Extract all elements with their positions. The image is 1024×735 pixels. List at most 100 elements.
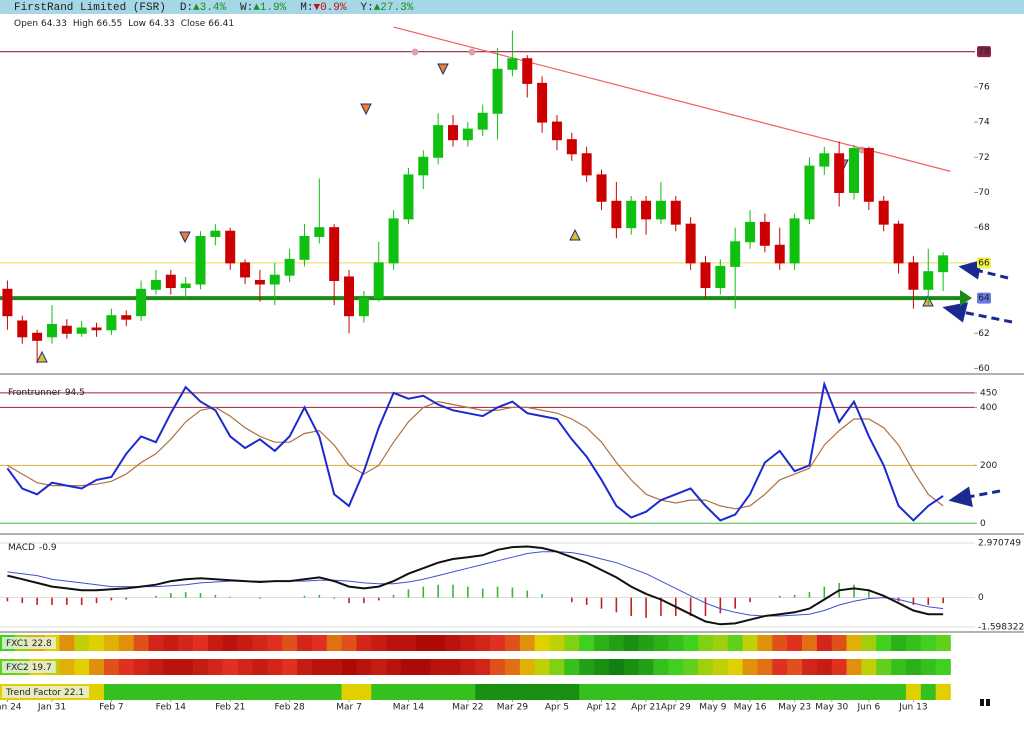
heat-cell: [727, 635, 743, 651]
heat-cell: [757, 684, 773, 700]
heat-cell: [356, 684, 372, 700]
heat-cell: [193, 684, 209, 700]
heat-cell: [89, 659, 105, 675]
heat-cell: [698, 684, 714, 700]
heat-cell: [772, 635, 788, 651]
heat-cell: [772, 684, 788, 700]
heat-cell: [549, 684, 565, 700]
candle-body: [834, 153, 845, 193]
heat-cell: [816, 659, 833, 675]
heat-cell: [222, 684, 238, 700]
heat-cell: [831, 684, 847, 700]
candle-body: [403, 174, 414, 220]
candle-body: [774, 244, 785, 264]
heat-cell: [905, 635, 922, 651]
heat-cell: [504, 635, 521, 651]
heat-cell: [490, 659, 506, 675]
heat-cell: [222, 659, 238, 675]
x-tick-label: Feb 7: [99, 703, 124, 713]
x-tick-label: Jan 31: [37, 703, 66, 713]
candle-body: [462, 128, 473, 141]
level-box: [977, 292, 991, 304]
y-tick-label: 70: [978, 188, 990, 198]
x-tick-label: May 23: [778, 703, 811, 713]
candle-body: [195, 235, 206, 285]
candle-body: [418, 156, 429, 176]
heat-cell: [802, 684, 818, 700]
strip-value: 22.1: [64, 688, 84, 698]
heat-cell: [564, 659, 580, 675]
heat-cell: [698, 635, 714, 651]
heat-cell: [163, 635, 179, 651]
ohlc-info: Open 64.33 High 66.55 Low 64.33 Close 66.41: [14, 19, 234, 29]
candle-body: [641, 200, 652, 220]
heat-cell: [504, 659, 521, 675]
heat-cell: [920, 659, 936, 675]
heat-cell: [653, 684, 669, 700]
candle-body: [254, 279, 265, 285]
heat-cell: [356, 659, 372, 675]
candle-body: [180, 283, 191, 289]
candle-body: [17, 320, 28, 338]
candle-body: [2, 288, 13, 317]
strip-name: FXC1: [6, 639, 29, 649]
heat-cell: [742, 635, 758, 651]
y-tick-label: 72: [978, 153, 989, 163]
heat-cell: [608, 659, 625, 675]
heat-cell: [341, 635, 357, 651]
heat-cell: [638, 635, 654, 651]
heat-cell: [757, 659, 773, 675]
heat-cell: [222, 635, 238, 651]
heat-cell: [816, 684, 833, 700]
heat-cell: [876, 635, 892, 651]
heat-cell: [59, 659, 75, 675]
heat-cell: [430, 635, 446, 651]
x-tick-label: May 9: [699, 703, 726, 713]
heat-cell: [326, 635, 342, 651]
change-value: 27.3%: [380, 2, 413, 14]
signal-marker: [360, 103, 372, 116]
panel-title: MACD -0.9: [8, 543, 57, 553]
heat-cell: [445, 684, 461, 700]
change-label: Y:: [360, 2, 373, 14]
candle-body: [581, 153, 592, 176]
heat-cell: [712, 659, 729, 675]
heat-cell: [846, 659, 862, 675]
heat-cell: [297, 635, 313, 651]
candle-body: [150, 279, 161, 290]
change-value: 3.4%: [200, 2, 227, 14]
heat-cell: [282, 684, 298, 700]
arrowhead: [948, 486, 973, 508]
heat-cell: [712, 635, 729, 651]
candle-body: [477, 112, 488, 130]
strip-label: Trend Factor 22.1: [5, 688, 84, 698]
heat-cell: [475, 659, 491, 675]
heat-cell: [193, 635, 209, 651]
heat-cell: [905, 684, 922, 700]
candle-body: [46, 323, 57, 338]
heat-cell: [178, 635, 194, 651]
heat-cell: [207, 659, 224, 675]
candle-body: [878, 200, 889, 225]
y-tick-label: 60: [978, 364, 990, 374]
heat-cell: [311, 635, 328, 651]
signal-marker: [569, 228, 581, 241]
heat-cell: [89, 635, 105, 651]
indicator-value: 94.5: [65, 388, 85, 398]
y-tick-label: 0: [980, 519, 986, 529]
heat-cell: [876, 684, 892, 700]
change-label: M:: [300, 2, 313, 14]
heat-cell: [504, 684, 521, 700]
candle-body: [908, 262, 919, 290]
candle-body: [566, 139, 577, 155]
macd-line: [7, 551, 944, 617]
heat-cell: [638, 684, 654, 700]
ohlc-label: Low: [128, 19, 146, 29]
ohlc-label: High: [73, 19, 94, 29]
candle-body: [358, 297, 369, 317]
candle-body: [670, 200, 681, 225]
heat-cell: [103, 635, 120, 651]
candle-body: [32, 332, 43, 341]
heat-cell: [772, 659, 788, 675]
change-value: 0.9%: [320, 2, 347, 14]
